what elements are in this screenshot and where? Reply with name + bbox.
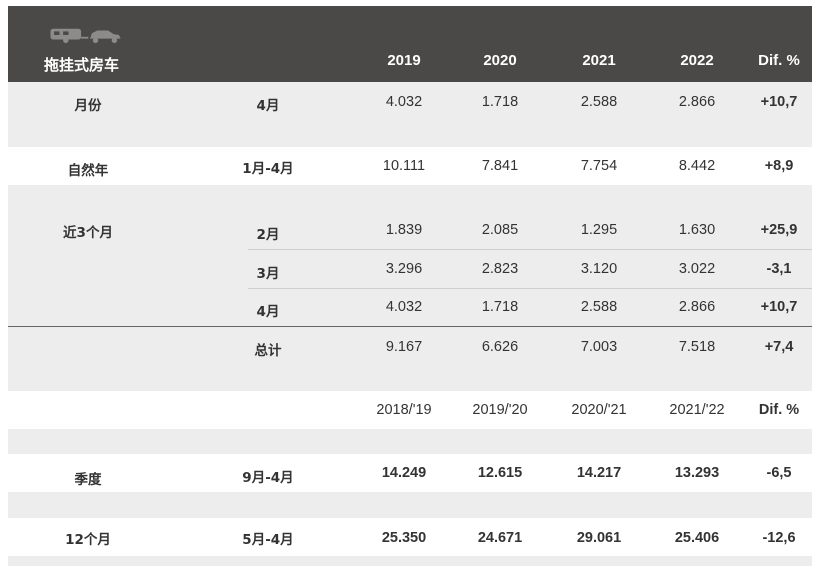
table-cell: 2.588 <box>580 299 618 315</box>
table-cell: 2.085 <box>481 222 519 238</box>
table-cell: 8.442 <box>678 158 716 174</box>
table-row: 自然年 1月-4月 10.111 7.841 7.754 8.442 +8,9 <box>8 147 812 185</box>
table-cell: 3.120 <box>580 261 618 277</box>
table-row: 4月 4.032 1.718 2.588 2.866 +10,7 <box>8 289 812 326</box>
table-cell: 6.626 <box>481 339 519 355</box>
table-cell-dif: +25,9 <box>760 222 798 238</box>
column-header-dif: Dif. % <box>758 52 800 69</box>
row-period-label: 4月 <box>256 98 280 114</box>
row-period-label: 1月-4月 <box>242 161 294 177</box>
row-group-label: 12个月 <box>65 532 111 548</box>
table-cell-dif: +10,7 <box>760 94 798 110</box>
column-header-2021: 2021 <box>582 52 616 69</box>
table-cell: 2.866 <box>678 299 716 315</box>
row-group-label: 月份 <box>74 98 102 114</box>
season-column-header-row: 2018/'19 2019/'20 2020/'21 2021/'22 Dif.… <box>8 391 812 429</box>
table-cell: 2.588 <box>580 94 618 110</box>
column-header-dif: Dif. % <box>758 402 800 418</box>
table-cell: 24.671 <box>477 530 523 546</box>
table-cell: 7.754 <box>580 158 618 174</box>
table-cell: 13.293 <box>674 465 720 481</box>
table-cell-dif: +10,7 <box>760 299 798 315</box>
column-header-2022: 2022 <box>680 52 714 69</box>
table-row: 3月 3.296 2.823 3.120 3.022 -3,1 <box>8 250 812 288</box>
table-cell-dif: +7,4 <box>764 339 794 355</box>
column-header-season: 2018/'19 <box>376 402 432 418</box>
table-cell: 25.350 <box>381 530 427 546</box>
table-cell: 29.061 <box>576 530 622 546</box>
table-header: 拖挂式房车 2019 2020 2021 2022 Dif. % <box>8 6 812 82</box>
table-cell: 1.295 <box>580 222 618 238</box>
table-cell-dif: -12,6 <box>762 530 796 546</box>
table-cell: 4.032 <box>385 299 423 315</box>
table-cell-dif: -6,5 <box>766 465 792 481</box>
row-period-label: 总计 <box>254 343 282 359</box>
caravan-car-icon <box>50 28 121 44</box>
row-group-label: 近3个月 <box>63 225 113 241</box>
table-row: 季度 9月-4月 14.249 12.615 14.217 13.293 -6,… <box>8 454 812 492</box>
row-group-label: 自然年 <box>67 163 109 179</box>
row-divider <box>248 288 812 289</box>
table-cell: 1.718 <box>481 94 519 110</box>
table-cell: 4.032 <box>385 94 423 110</box>
column-header-season: 2020/'21 <box>571 402 627 418</box>
column-header-season: 2019/'20 <box>472 402 528 418</box>
table-cell-dif: -3,1 <box>766 261 792 277</box>
table-cell: 7.518 <box>678 339 716 355</box>
table-cell: 2.866 <box>678 94 716 110</box>
table-cell: 1.630 <box>678 222 716 238</box>
table-cell: 7.841 <box>481 158 519 174</box>
page-title: 拖挂式房车 <box>44 56 120 74</box>
column-header-2019: 2019 <box>387 52 421 69</box>
table-cell: 10.111 <box>382 158 426 174</box>
column-header-2020: 2020 <box>483 52 517 69</box>
row-period-label: 3月 <box>256 266 280 282</box>
table-row: 月份 4月 4.032 1.718 2.588 2.866 +10,7 <box>8 82 812 122</box>
table-row-total: 总计 9.167 6.626 7.003 7.518 +7,4 <box>8 327 812 367</box>
table-cell: 14.249 <box>381 465 427 481</box>
row-period-label: 4月 <box>256 304 280 320</box>
table-cell: 9.167 <box>385 339 423 355</box>
table-cell: 1.839 <box>385 222 423 238</box>
total-divider <box>8 326 812 327</box>
table-cell: 3.022 <box>678 261 716 277</box>
row-period-label: 9月-4月 <box>242 470 294 486</box>
table-row: 12个月 5月-4月 25.350 24.671 29.061 25.406 -… <box>8 518 812 556</box>
row-divider <box>248 249 812 250</box>
row-period-label: 5月-4月 <box>242 532 294 548</box>
table-cell: 14.217 <box>576 465 622 481</box>
table-cell: 7.003 <box>580 339 618 355</box>
row-group-label: 季度 <box>74 472 102 488</box>
row-period-label: 2月 <box>256 227 280 243</box>
table-cell: 2.823 <box>481 261 519 277</box>
table-row: 近3个月 2月 1.839 2.085 1.295 1.630 +25,9 <box>8 211 812 249</box>
table-cell-dif: +8,9 <box>764 158 794 174</box>
table-cell: 25.406 <box>674 530 720 546</box>
table-cell: 3.296 <box>385 261 423 277</box>
table-cell: 12.615 <box>477 465 523 481</box>
column-header-season: 2021/'22 <box>669 402 725 418</box>
table-cell: 1.718 <box>481 299 519 315</box>
